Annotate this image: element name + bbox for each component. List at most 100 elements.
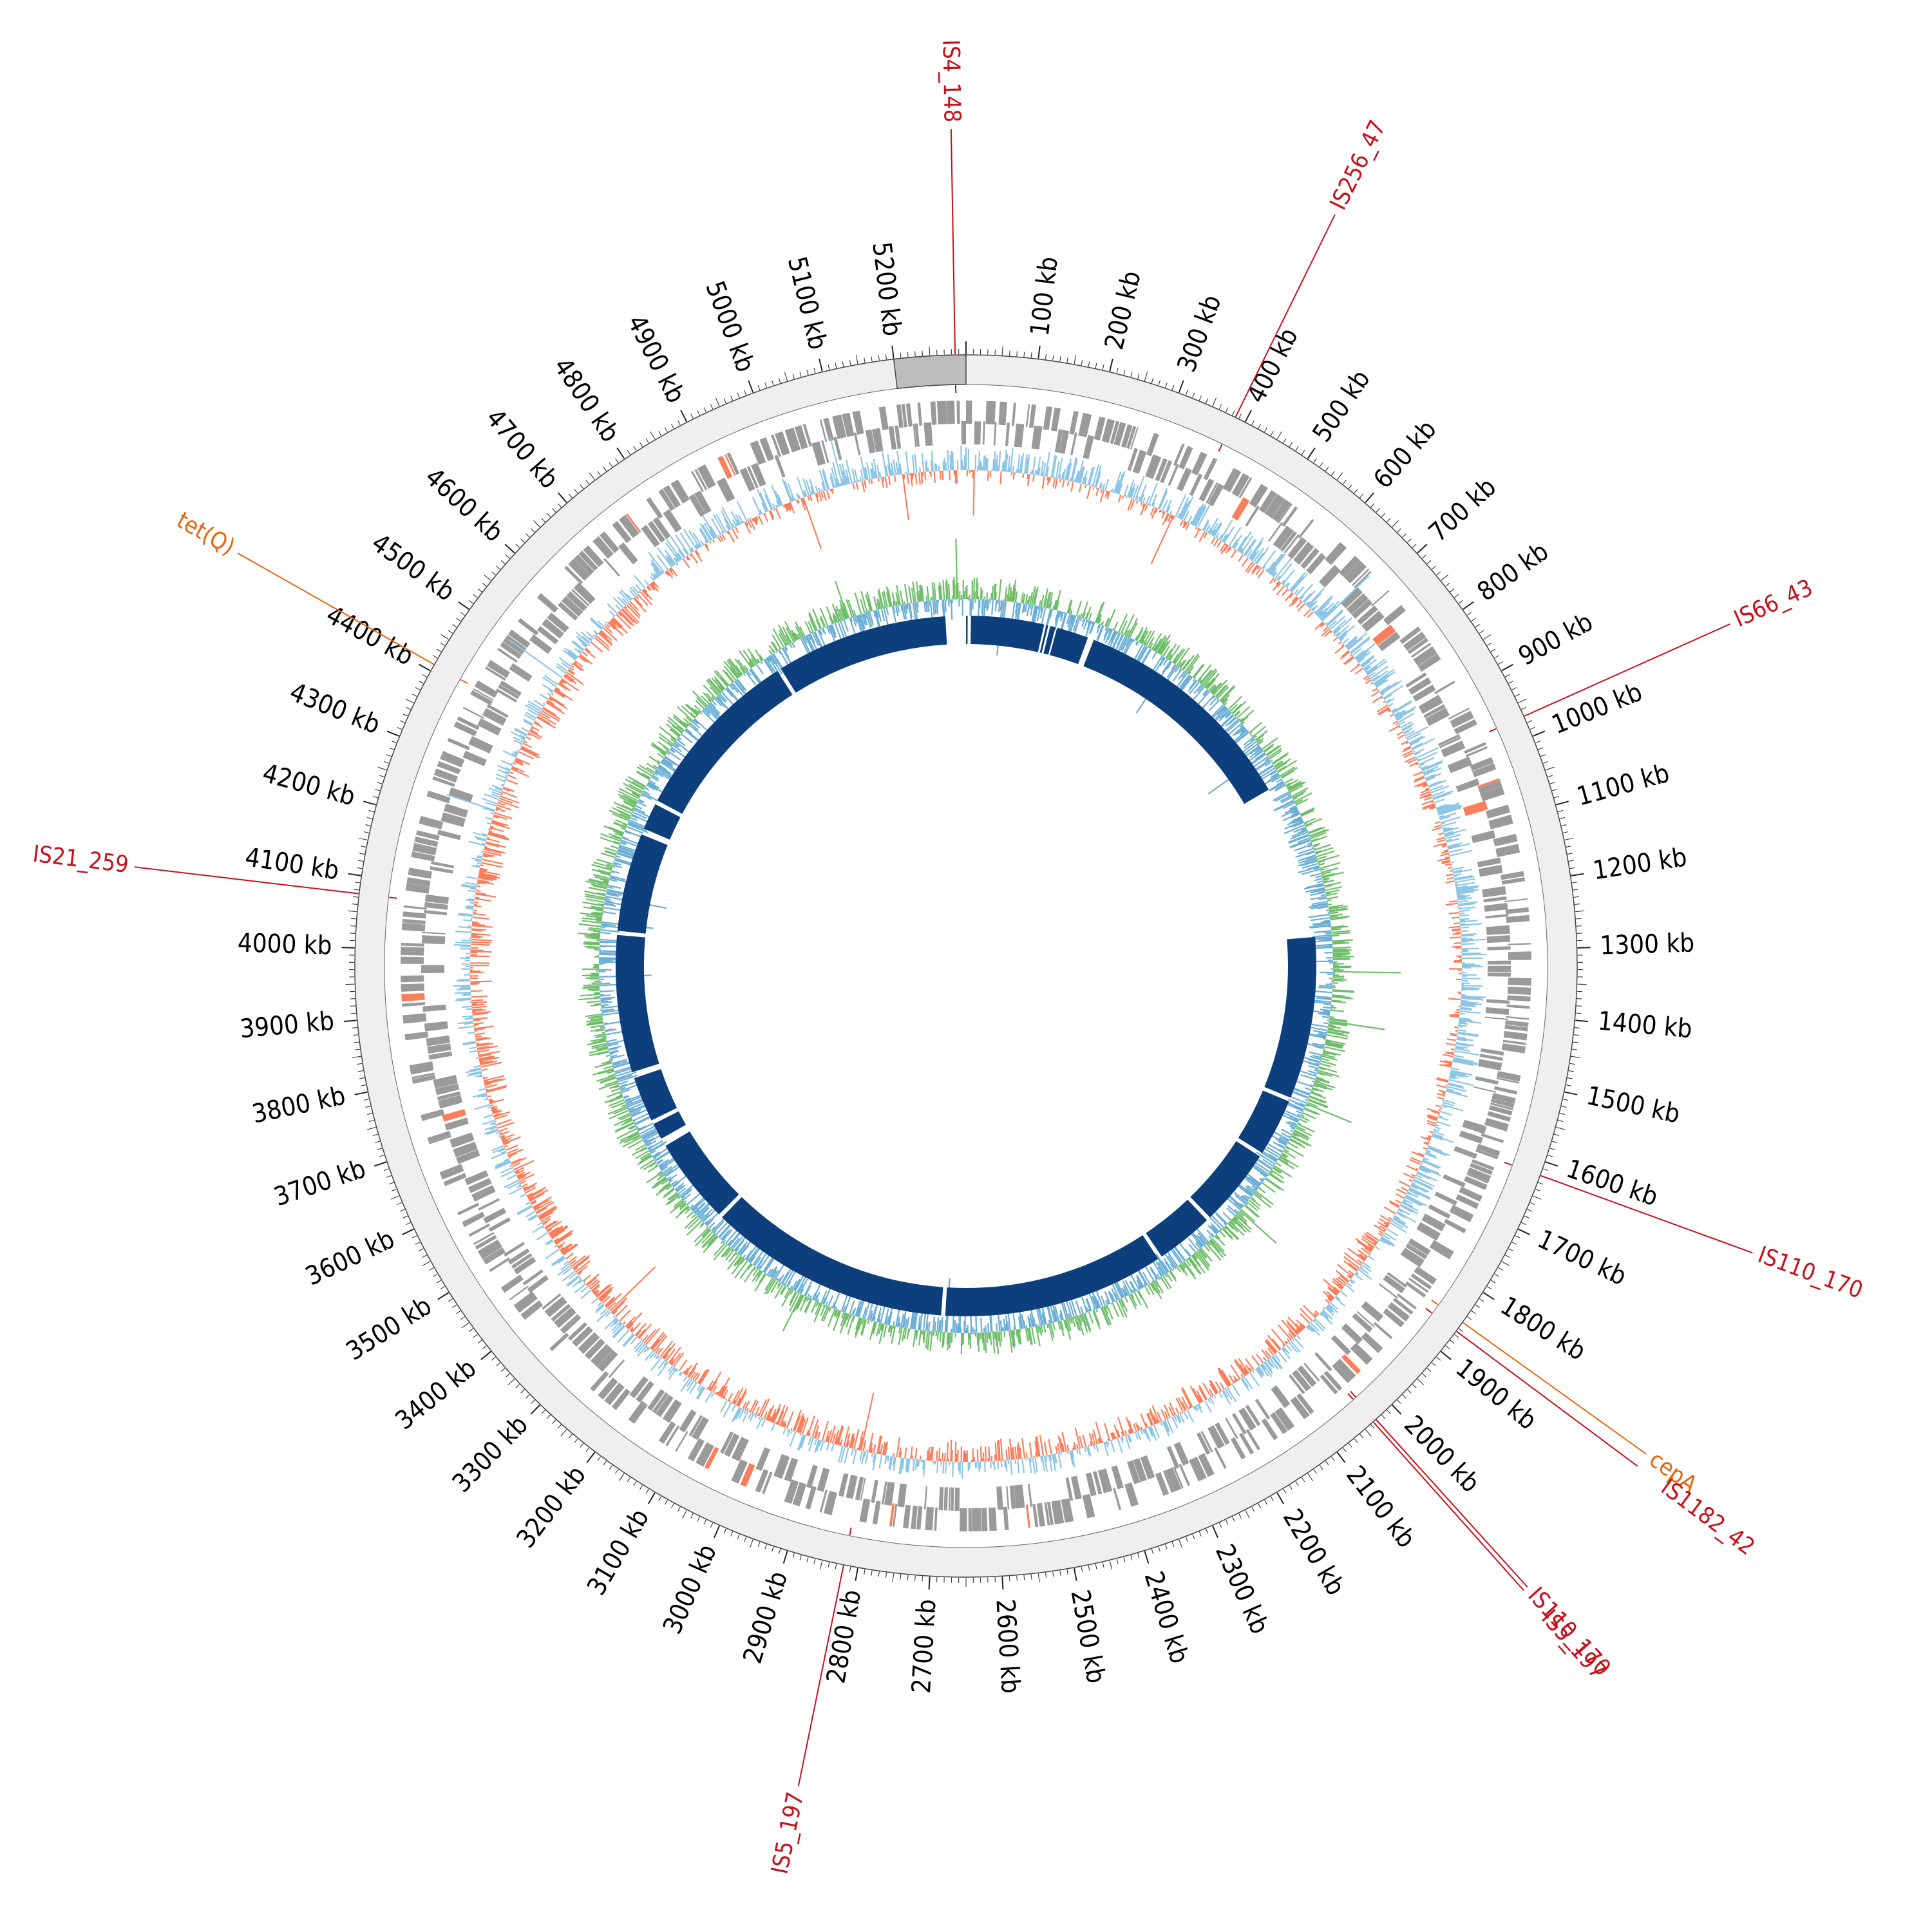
cds-feature xyxy=(426,790,451,804)
tick-mark xyxy=(354,1048,360,1050)
cds-feature xyxy=(903,1504,911,1529)
cds-feature xyxy=(792,1482,807,1507)
cds-feature xyxy=(1173,443,1185,466)
cds-feature xyxy=(1400,1247,1425,1267)
tick-mark xyxy=(1336,1452,1346,1463)
cds-feature xyxy=(1483,896,1507,903)
cds-feature xyxy=(1413,646,1437,667)
tick-mark xyxy=(619,1473,625,1481)
cds-feature xyxy=(1303,1362,1320,1382)
tick-mark xyxy=(799,372,802,377)
tick-mark xyxy=(363,800,376,806)
tick-mark xyxy=(1554,1133,1560,1136)
tick-mark xyxy=(1471,1310,1476,1314)
tick-mark xyxy=(1359,493,1364,498)
cds-feature xyxy=(456,1150,480,1164)
tick-mark xyxy=(1454,594,1459,598)
tick-mark xyxy=(1270,1496,1274,1501)
cds-feature xyxy=(823,1490,837,1515)
cds-feature xyxy=(1031,425,1043,450)
tick-mark xyxy=(1549,1148,1555,1150)
cds-feature xyxy=(1475,1076,1499,1085)
cds-feature xyxy=(590,1343,613,1367)
cds-feature xyxy=(439,1164,464,1180)
tick-mark xyxy=(1458,1328,1463,1332)
cds-feature xyxy=(646,497,663,519)
cds-feature xyxy=(608,1359,625,1378)
cds-feature xyxy=(865,429,876,453)
tick-mark xyxy=(1123,370,1126,375)
cds-feature xyxy=(497,648,518,663)
gc-skew-positive xyxy=(446,437,1487,1479)
cds-feature xyxy=(478,1198,500,1211)
cds-feature xyxy=(419,815,444,829)
cds-feature xyxy=(1027,1483,1033,1508)
tick-mark xyxy=(397,726,402,730)
alignment-block xyxy=(1043,625,1056,655)
cds-feature xyxy=(500,680,522,696)
tick-mark xyxy=(1030,1574,1032,1580)
cds-feature xyxy=(1486,999,1510,1004)
tick-mark xyxy=(520,1389,525,1394)
tick-mark xyxy=(929,346,931,355)
tick-label: 3500 kb xyxy=(341,1291,437,1367)
tick-mark xyxy=(437,1292,450,1300)
tick-mark xyxy=(1573,1041,1578,1043)
cds-feature xyxy=(717,455,733,479)
cds-feature xyxy=(1379,1283,1399,1299)
tick-mark xyxy=(1501,1261,1510,1266)
tick-mark xyxy=(402,714,408,717)
cds-feature xyxy=(1484,903,1508,912)
cds-feature xyxy=(966,401,972,424)
cds-feature xyxy=(1011,402,1016,426)
cds-feature xyxy=(421,1109,445,1121)
cds-feature xyxy=(687,1437,705,1462)
tick-mark xyxy=(1218,404,1222,410)
cds-feature xyxy=(658,489,676,511)
tick-mark xyxy=(914,351,916,357)
tick-mark xyxy=(647,1492,656,1504)
cds-feature xyxy=(1361,1332,1383,1354)
cds-feature xyxy=(427,1043,451,1054)
cds-feature xyxy=(549,1332,569,1352)
cds-feature xyxy=(1486,925,1510,935)
annotation-marker xyxy=(1425,1307,1432,1314)
tick-mark xyxy=(849,360,851,366)
cds-feature xyxy=(1429,1240,1454,1260)
tick-mark xyxy=(366,1126,376,1130)
tick-mark xyxy=(1023,352,1025,357)
tick-label: 5200 kb xyxy=(866,240,907,337)
cds-feature xyxy=(731,1459,748,1484)
tick-mark xyxy=(568,493,573,498)
tick-mark xyxy=(546,513,551,518)
cds-feature xyxy=(853,432,861,456)
tick-mark xyxy=(1354,489,1358,494)
cds-feature xyxy=(802,424,812,447)
tick-mark xyxy=(609,462,613,468)
tick-mark xyxy=(1505,1255,1510,1258)
cds-feature xyxy=(1046,1501,1054,1526)
cds-feature xyxy=(794,425,808,450)
cds-feature xyxy=(911,1505,918,1530)
cds-feature xyxy=(663,509,682,533)
cds-feature xyxy=(402,918,426,925)
cds-feature xyxy=(1166,1446,1180,1469)
cds-feature xyxy=(457,1202,480,1216)
tick-mark xyxy=(451,1304,457,1308)
tick-mark xyxy=(469,600,474,604)
cds-feature xyxy=(415,830,440,840)
cds-feature xyxy=(520,1300,544,1320)
cds-feature xyxy=(597,1349,618,1372)
tick-label: 3700 kb xyxy=(270,1154,370,1213)
alignment-block xyxy=(665,1131,739,1215)
tick-label: 4800 kb xyxy=(547,352,625,447)
tick-mark xyxy=(1566,1084,1571,1086)
cds-feature xyxy=(1245,1405,1261,1426)
cds-feature xyxy=(1454,1146,1477,1159)
tick-mark xyxy=(1192,392,1195,398)
tick-label: 1000 kb xyxy=(1548,677,1646,741)
tick-mark xyxy=(1527,720,1533,723)
alignment-track xyxy=(615,616,1316,1316)
cds-feature xyxy=(943,1487,949,1511)
alignment-block xyxy=(966,616,968,645)
